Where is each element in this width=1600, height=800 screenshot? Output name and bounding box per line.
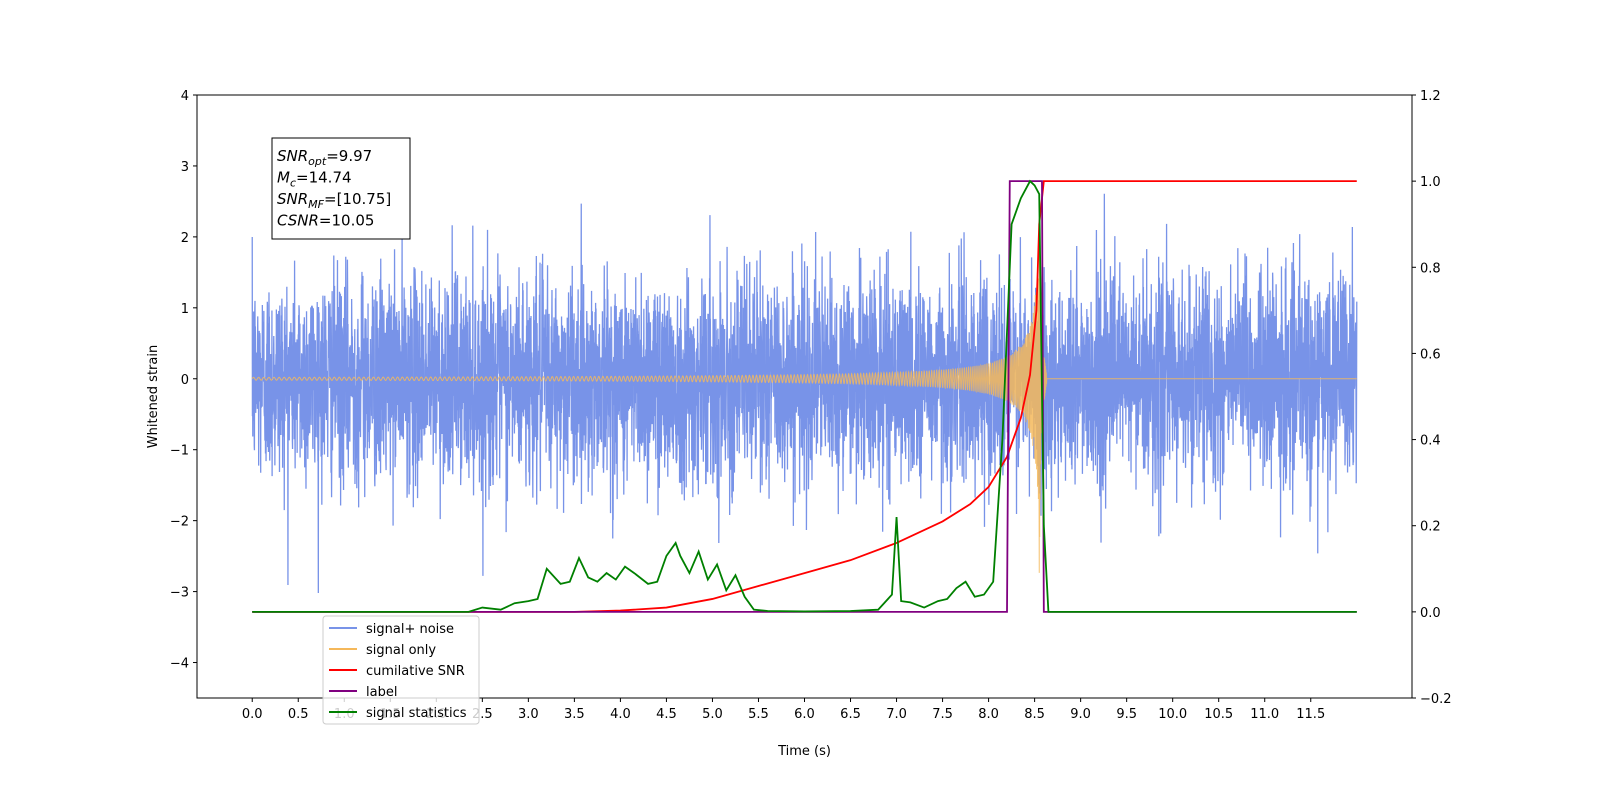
annotation-line: SNRopt=9.97 <box>277 147 372 168</box>
y-right-tick-label: 0.2 <box>1420 520 1441 535</box>
annotation-line: CSNR=10.05 <box>277 212 374 230</box>
x-tick-label: 10.0 <box>1158 707 1187 722</box>
y-axis-left-label: Whitened strain <box>146 345 161 448</box>
y-left-tick-label: 2 <box>181 231 189 246</box>
x-tick-label: 5.5 <box>748 707 769 722</box>
x-tick-label: 11.0 <box>1250 707 1279 722</box>
x-tick-label: 3.0 <box>518 707 539 722</box>
annotation-line: Mc=14.74 <box>277 169 352 190</box>
y-left-tick-label: 3 <box>181 160 189 175</box>
legend-label: signal statistics <box>366 706 467 721</box>
x-tick-label: 4.5 <box>656 707 677 722</box>
series-signal-noise <box>251 193 1358 593</box>
series-line-signal-statistics <box>252 179 1357 613</box>
x-tick-label: 7.0 <box>886 707 907 722</box>
x-tick-label: 9.0 <box>1070 707 1091 722</box>
y-right-tick-label: 1.0 <box>1420 175 1441 190</box>
x-tick-label: 8.0 <box>978 707 999 722</box>
y-right-tick-label: 0.6 <box>1420 347 1441 362</box>
x-tick-label: 0.5 <box>288 707 309 722</box>
annotation-box: SNRopt=9.97Mc=14.74SNRMF=[10.75]CSNR=10.… <box>271 137 411 240</box>
legend-label: label <box>366 685 397 700</box>
y-left-tick-label: −2 <box>170 515 189 530</box>
y-right-tick-label: 0.0 <box>1420 606 1441 621</box>
y-left-tick-label: 4 <box>181 89 189 104</box>
x-tick-label: 8.5 <box>1024 707 1045 722</box>
x-axis-label: Time (s) <box>777 744 831 759</box>
legend-label: cumilative SNR <box>366 664 465 679</box>
legend-frame <box>322 615 480 725</box>
x-tick-label: 0.0 <box>242 707 263 722</box>
series-line-signal-noise <box>251 193 1358 593</box>
series-signal-statistics <box>252 179 1357 613</box>
x-tick-label: 3.5 <box>564 707 585 722</box>
y-left-tick-label: 1 <box>181 302 189 317</box>
y-left-tick-label: −4 <box>170 657 189 672</box>
x-tick-label: 5.0 <box>702 707 723 722</box>
legend: signal+ noise signal only cumilative SNR la… <box>322 615 480 725</box>
y-right-tick-label: 0.8 <box>1420 261 1441 276</box>
y-left-tick-label: −1 <box>170 444 189 459</box>
y-left-tick-label: −3 <box>170 586 189 601</box>
x-tick-label: 10.5 <box>1204 707 1233 722</box>
legend-label: signal only <box>366 643 436 658</box>
series-signal-only <box>251 202 1357 573</box>
legend-label: signal+ noise <box>366 622 454 637</box>
y-axis-right: 1.2 1.0 0.8 0.6 0.4 0.2 0.0 −0.2 <box>1412 89 1452 707</box>
y-right-tick-label: 1.2 <box>1420 89 1441 104</box>
annotation-frame <box>271 137 411 240</box>
x-tick-label: 4.0 <box>610 707 631 722</box>
y-right-tick-label: 0.4 <box>1420 434 1441 449</box>
x-tick-label: 6.5 <box>840 707 861 722</box>
series-line-signal-only <box>251 202 1357 573</box>
y-axis-left: 4 3 2 1 0 −1 −2 −3 −4 <box>170 89 197 672</box>
x-tick-label: 6.0 <box>794 707 815 722</box>
x-tick-label: 9.5 <box>1116 707 1137 722</box>
annotation-line: SNRMF=[10.75] <box>277 190 391 211</box>
x-tick-label: 11.5 <box>1296 707 1325 722</box>
x-tick-label: 7.5 <box>932 707 953 722</box>
y-right-tick-label: −0.2 <box>1420 692 1452 707</box>
y-left-tick-label: 0 <box>181 373 189 388</box>
